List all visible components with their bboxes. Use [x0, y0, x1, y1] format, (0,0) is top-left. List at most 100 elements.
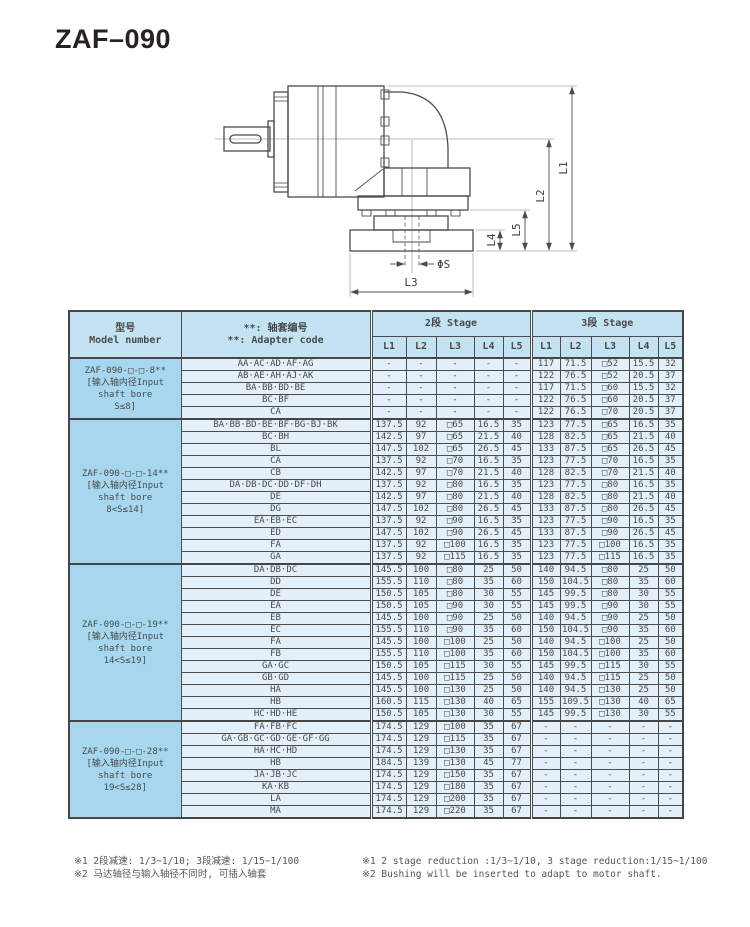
value-cell: 99.5 — [559, 660, 592, 673]
value-cell: 67 — [502, 733, 532, 746]
value-cell: 99.5 — [559, 600, 592, 613]
value-cell: - — [369, 382, 407, 395]
bore-hidden-lines — [404, 216, 420, 268]
value-cell: 32 — [657, 357, 684, 371]
value-cell: 94.5 — [559, 612, 592, 625]
table-row: ED 147.5 102 □90 26.5 45 133 87.5 □90 26.5 45 — [69, 527, 684, 540]
adapter-code-cell: BC·BF — [180, 394, 372, 407]
table-row: HA·HC·HD 174.5 129 □130 35 67- - - - - — [69, 745, 684, 758]
value-cell: - — [369, 357, 407, 371]
value-cell: 35 — [473, 769, 504, 782]
value-cell: - — [473, 394, 504, 407]
value-cell: 16.5 — [473, 455, 504, 468]
header-s3-l3: L3 — [590, 336, 630, 359]
adapter-code-cell: DA·DB·DC — [180, 563, 372, 577]
header-stage2: 2段 Stage — [369, 310, 532, 337]
model-number-cell: ZAF-090-□-□-28** [输入轴内径Input shaft bore 19<… — [68, 720, 182, 819]
value-cell: □100 — [590, 636, 630, 649]
value-cell: □130 — [435, 696, 475, 709]
value-cell: □80 — [435, 491, 475, 504]
value-cell: 105 — [405, 660, 437, 673]
value-cell: - — [559, 720, 592, 734]
adapter-code-cell: GA — [180, 551, 372, 565]
value-cell: - — [435, 357, 475, 371]
value-cell: - — [435, 406, 475, 420]
table-row: FA 137.5 92 □100 16.5 35 123 77.5 □100 16.5 35 — [69, 539, 684, 552]
value-cell: □90 — [590, 612, 630, 625]
value-cell: 92 — [405, 551, 437, 565]
value-cell: 77 — [502, 757, 532, 770]
value-cell: 35 — [502, 418, 532, 432]
value-cell: 140 — [529, 672, 561, 685]
value-cell: 55 — [657, 600, 684, 613]
value-cell: 55 — [657, 660, 684, 673]
value-cell: 142.5 — [369, 491, 407, 504]
value-cell: 67 — [502, 720, 532, 734]
value-cell: 60 — [502, 624, 532, 637]
value-cell: □70 — [435, 467, 475, 480]
spec-table: 型号 Model number **: 轴套编号 **: Adapter cod… — [68, 310, 685, 819]
table-row: EC 155.5 110 □90 35 60 150 104.5 □90 35 60 — [69, 624, 684, 637]
value-cell: 50 — [502, 684, 532, 697]
dim-label-l5: L5 — [510, 223, 523, 236]
value-cell: 174.5 — [369, 733, 407, 746]
adapter-code-cell: EA·EB·EC — [180, 515, 372, 528]
value-cell: 55 — [502, 708, 532, 722]
value-cell: 35 — [473, 733, 504, 746]
value-cell: 104.5 — [559, 576, 592, 589]
value-cell: - — [590, 720, 630, 734]
value-cell: - — [529, 733, 561, 746]
value-cell: 133 — [529, 527, 561, 540]
value-cell: 174.5 — [369, 769, 407, 782]
value-cell: 77.5 — [559, 455, 592, 468]
value-cell: 140 — [529, 636, 561, 649]
page-title: ZAF–090 — [55, 24, 172, 54]
value-cell: □65 — [590, 431, 630, 444]
value-cell: - — [628, 805, 659, 819]
value-cell: 35 — [473, 648, 504, 661]
value-cell: 35 — [473, 576, 504, 589]
value-cell: - — [529, 720, 561, 734]
value-cell: □130 — [435, 745, 475, 758]
value-cell: 128 — [529, 491, 561, 504]
value-cell: - — [590, 781, 630, 794]
value-cell: 109.5 — [559, 696, 592, 709]
value-cell: 20.5 — [628, 406, 659, 420]
value-cell: 123 — [529, 418, 561, 432]
value-cell: □115 — [435, 733, 475, 746]
value-cell: □90 — [590, 624, 630, 637]
value-cell: 35 — [657, 418, 684, 432]
value-cell: - — [559, 793, 592, 806]
table-row: AB·AE·AH·AJ·AK - - - - -122 76.5 □52 20.5 37 — [69, 370, 684, 383]
value-cell: 102 — [405, 527, 437, 540]
adapter-code-cell: HA·HC·HD — [180, 745, 372, 758]
value-cell: 94.5 — [559, 563, 592, 577]
value-cell: 50 — [657, 563, 684, 577]
header-s3-l1: L1 — [529, 336, 561, 359]
value-cell: 174.5 — [369, 805, 407, 819]
model-number-cell: ZAF-090-□-□-19** [输入轴内径Input shaft bore 14<… — [68, 563, 182, 722]
value-cell: 133 — [529, 503, 561, 516]
model-number-cell: ZAF-090-□-□-8** [输入轴内径Input shaft bore S≤8] — [68, 357, 182, 420]
value-cell: 76.5 — [559, 394, 592, 407]
header-s2-l1: L1 — [369, 336, 407, 359]
spec-table-header: 型号 Model number **: 轴套编号 **: Adapter cod… — [68, 310, 684, 359]
value-cell: 123 — [529, 479, 561, 492]
value-cell: 16.5 — [628, 479, 659, 492]
value-cell: - — [590, 733, 630, 746]
dimension-lines — [350, 86, 575, 295]
header-model: 型号 Model number — [68, 310, 182, 359]
value-cell: 122 — [529, 406, 561, 420]
value-cell: 94.5 — [559, 684, 592, 697]
value-cell: □115 — [590, 660, 630, 673]
value-cell: □90 — [435, 527, 475, 540]
value-cell: - — [369, 406, 407, 420]
value-cell: 35 — [502, 515, 532, 528]
value-cell: 35 — [473, 793, 504, 806]
value-cell: 50 — [657, 684, 684, 697]
value-cell: 150.5 — [369, 660, 407, 673]
value-cell: 129 — [405, 781, 437, 794]
value-cell: - — [502, 382, 532, 395]
dim-label-l3: L3 — [404, 276, 417, 289]
value-cell: 26.5 — [628, 443, 659, 456]
